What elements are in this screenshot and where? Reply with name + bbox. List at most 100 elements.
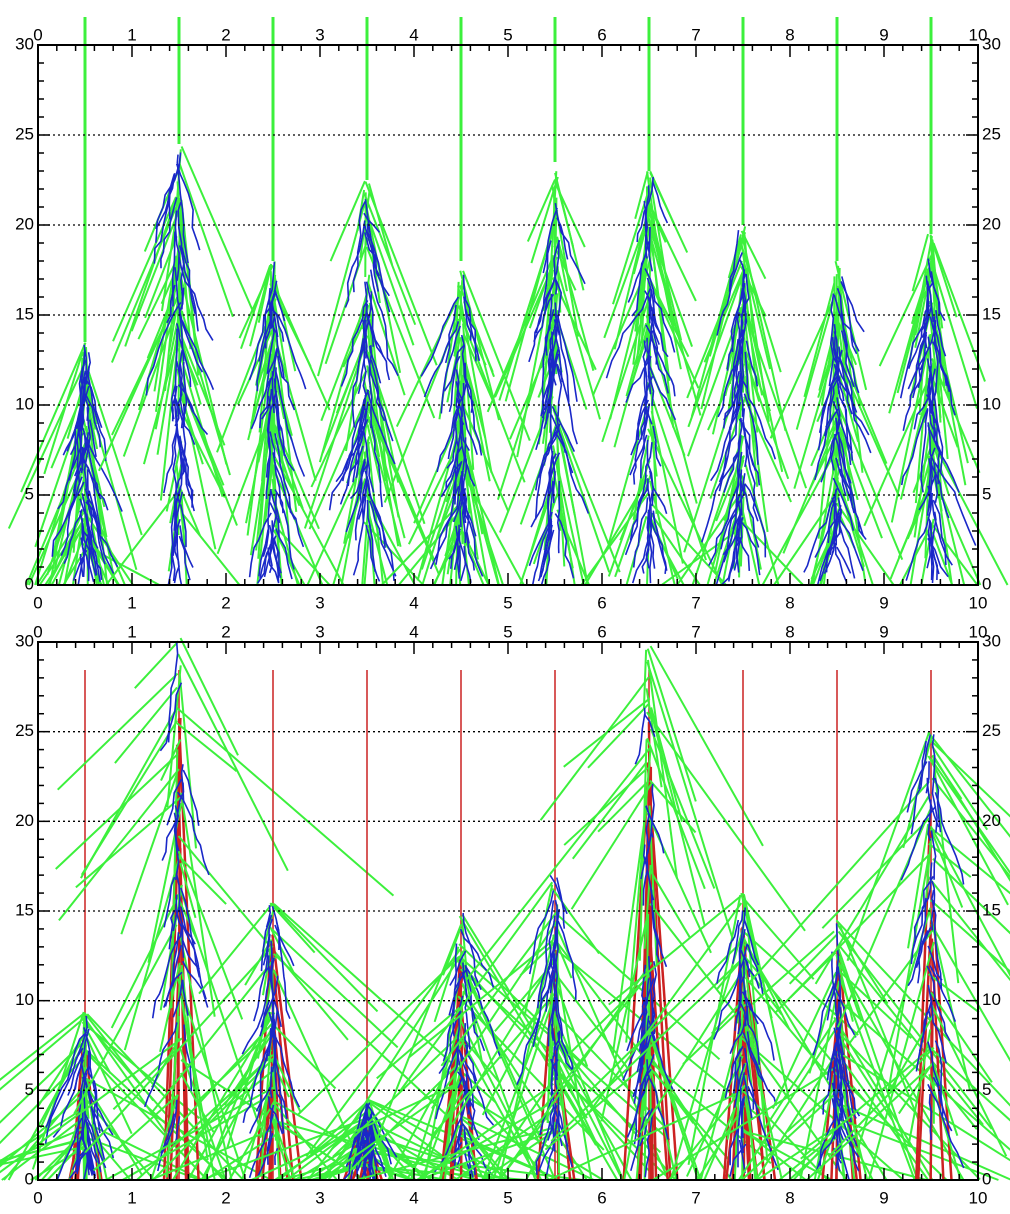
track (687, 306, 743, 457)
track (84, 945, 274, 1154)
track (837, 1054, 929, 1181)
track (933, 316, 951, 392)
track (930, 923, 1010, 1062)
track (259, 1001, 270, 1037)
track (267, 955, 282, 1028)
track (646, 509, 653, 584)
track (63, 509, 83, 565)
track (878, 251, 934, 367)
track (647, 296, 669, 358)
track (930, 880, 936, 931)
track (464, 308, 481, 361)
track (269, 1066, 273, 1099)
track (533, 293, 555, 343)
track (745, 340, 759, 387)
track (167, 642, 179, 743)
track (281, 1155, 368, 1181)
track (277, 355, 296, 411)
track (932, 315, 949, 460)
track (271, 905, 280, 951)
track (642, 844, 655, 901)
track (647, 979, 653, 1131)
track (930, 243, 936, 290)
track (182, 403, 187, 473)
track (739, 238, 770, 422)
track (538, 427, 560, 479)
track (85, 1036, 133, 1135)
track (0, 1037, 183, 1174)
shower (580, 17, 727, 586)
track (929, 993, 947, 1064)
track (928, 738, 1010, 818)
track (669, 928, 744, 1181)
track (134, 640, 180, 689)
track (738, 907, 746, 987)
track (819, 1106, 836, 1167)
track (650, 503, 727, 586)
track (114, 686, 178, 764)
track (174, 267, 204, 373)
track (712, 943, 748, 1040)
track (122, 1093, 273, 1181)
track (729, 1143, 747, 1177)
track (632, 497, 649, 568)
track (638, 964, 648, 1060)
track (736, 312, 742, 373)
track (831, 1098, 845, 1143)
track (266, 311, 277, 374)
track (459, 1037, 540, 1181)
track (633, 1029, 645, 1104)
track (742, 976, 761, 1065)
track (272, 1053, 302, 1113)
track (366, 482, 395, 581)
plot-frame (37, 641, 979, 1181)
track (605, 288, 652, 379)
track (154, 322, 179, 430)
track (397, 509, 462, 586)
track (50, 519, 88, 586)
track (355, 1111, 367, 1149)
track (370, 359, 386, 422)
track (69, 396, 86, 456)
track (733, 1048, 742, 1094)
track (887, 855, 930, 1094)
track (795, 296, 836, 430)
y-tick-label: 5 (25, 484, 34, 503)
track (640, 409, 646, 440)
track (646, 737, 706, 890)
track (365, 524, 381, 582)
track (462, 323, 475, 470)
track (82, 1129, 95, 1176)
x-tick-label: 3 (315, 1188, 324, 1207)
track (270, 902, 379, 1013)
track (431, 989, 559, 1137)
track (151, 922, 184, 1019)
x-tick-label: 6 (597, 622, 606, 641)
track (815, 1129, 838, 1173)
track (629, 434, 648, 476)
track (651, 181, 669, 224)
track (364, 1102, 369, 1167)
track (177, 653, 289, 872)
shower (486, 17, 621, 586)
track (178, 331, 226, 446)
y-tick-label: 0 (25, 1169, 34, 1188)
track (729, 370, 740, 431)
track (715, 508, 742, 585)
track (271, 1071, 281, 1181)
track (814, 408, 839, 481)
y-tick-label: 30 (15, 631, 34, 650)
track (814, 498, 837, 558)
track (542, 207, 558, 274)
track (685, 1055, 744, 1177)
track (740, 520, 761, 576)
track (519, 488, 554, 586)
track (273, 1024, 337, 1090)
x-tick-label: 9 (879, 593, 888, 612)
track (157, 1099, 178, 1172)
track (84, 378, 103, 428)
track (269, 431, 276, 459)
track (649, 480, 676, 586)
track (152, 1057, 275, 1181)
